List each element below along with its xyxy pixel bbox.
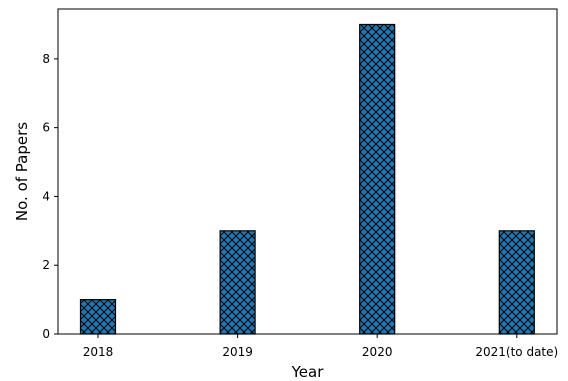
x-tick-label: 2021(to date)	[475, 345, 558, 359]
plot-frame	[57, 8, 558, 335]
bars-group	[79, 23, 535, 335]
y-tick-label: 6	[42, 121, 50, 135]
y-tick-label: 8	[42, 52, 50, 66]
y-tick-label: 4	[42, 189, 50, 203]
x-axis-ticks: 2018 2019 2020 2021(to date)	[83, 334, 558, 359]
x-tick-label: 2019	[222, 345, 253, 359]
bar-2020	[359, 23, 396, 335]
y-axis-title: No. of Papers	[13, 122, 31, 221]
x-tick-label: 2020	[362, 345, 393, 359]
y-tick-label: 0	[42, 327, 50, 341]
y-tick-label: 2	[42, 258, 50, 272]
x-tick-label: 2018	[83, 345, 114, 359]
bar-2019	[219, 230, 256, 335]
bar-2021-to-date	[498, 230, 535, 335]
x-axis-title: Year	[291, 363, 325, 381]
y-axis-ticks: 0 2 4 6 8	[42, 52, 58, 341]
bar-2018	[79, 299, 117, 335]
